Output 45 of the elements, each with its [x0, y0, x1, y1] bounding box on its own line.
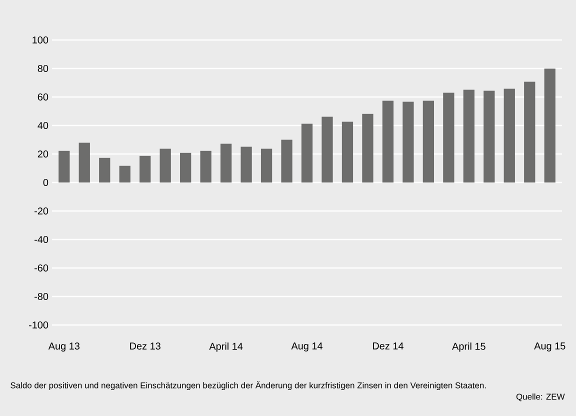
x-tick-label: Dez 14 — [372, 342, 404, 350]
source-note: Quelle: ZEW — [516, 393, 565, 402]
x-tick-label: April 15 — [452, 342, 486, 352]
bar — [342, 122, 354, 182]
bar — [58, 150, 70, 182]
bar — [322, 116, 333, 182]
y-tick-label: -20 — [34, 207, 48, 215]
bar — [180, 152, 192, 182]
y-tick-label: 0 — [43, 178, 48, 186]
bar — [544, 68, 556, 182]
bar — [362, 114, 374, 182]
text: Saldo der positiven und negativen Einschätzungen bezüglich der Änderung der kurzfristigen Zinsen in den Vereinigten Staaten. — [10, 381, 486, 390]
bar — [301, 124, 313, 182]
y-tick-label: 80 — [38, 64, 48, 72]
y-tick-label: -40 — [34, 236, 48, 244]
bar — [78, 142, 90, 182]
bar — [382, 100, 394, 182]
x-tick-label: April 14 — [209, 342, 243, 352]
bar — [200, 150, 212, 182]
x-tick-label: Aug 13 — [48, 342, 80, 352]
bar — [220, 144, 232, 182]
y-tick-label: -80 — [34, 292, 48, 300]
bar — [443, 92, 454, 182]
y-tick-label: 20 — [38, 150, 48, 158]
bar — [119, 166, 130, 182]
bar — [160, 148, 171, 182]
y-tick-label: 100 — [32, 36, 48, 44]
bar — [402, 102, 414, 182]
bar — [524, 82, 536, 182]
bar — [422, 100, 434, 182]
y-tick-label: -100 — [28, 321, 48, 329]
bar — [484, 90, 495, 182]
bar — [260, 148, 272, 182]
x-tick-label: Dez 13 — [130, 342, 160, 350]
y-tick-label: 40 — [38, 122, 48, 130]
x-tick-label: Aug 14 — [291, 342, 322, 352]
bar — [240, 146, 252, 182]
bar — [99, 158, 110, 182]
bar — [463, 90, 474, 182]
bar — [140, 156, 151, 182]
bar — [504, 88, 515, 182]
y-tick-label: -60 — [34, 264, 48, 272]
y-tick-label: 60 — [38, 93, 48, 101]
bar — [281, 140, 292, 182]
x-tick-label: Aug 15 — [534, 342, 566, 352]
